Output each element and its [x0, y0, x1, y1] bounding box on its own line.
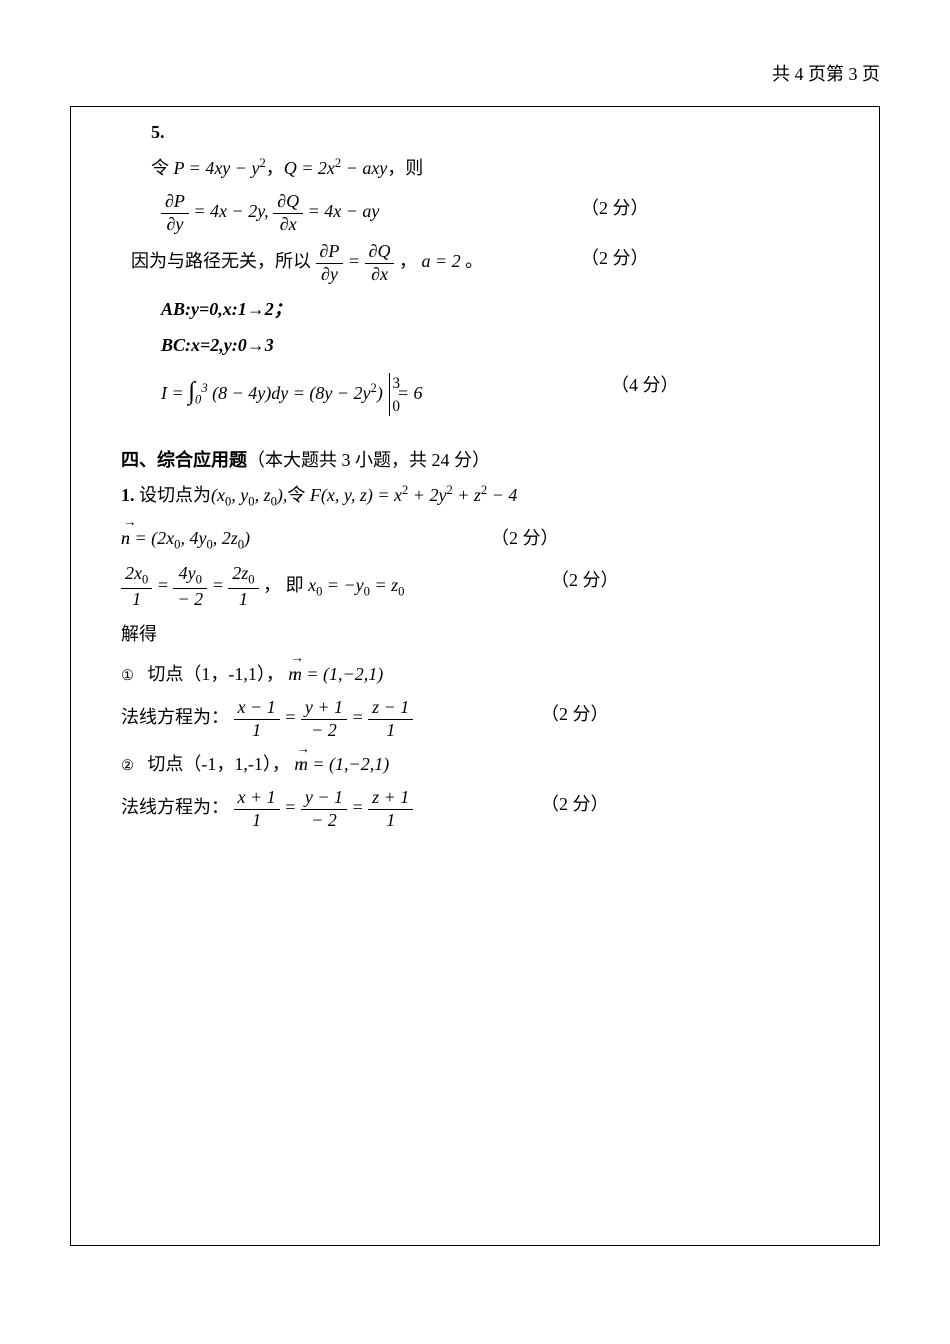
section-4-title: 四、综合应用题（本大题共 3 小题，共 24 分） [121, 446, 849, 472]
s4-case1: ① 切点（1，-1,1）， n n = (1,−2,1) [121, 657, 849, 691]
p5-path-BC: BC:x=2,y:0→3 [121, 328, 849, 362]
score-marker: （2 分） [491, 521, 559, 555]
page-number: 共 4 页第 3 页 [772, 64, 880, 84]
page-header: 共 4 页第 3 页 [70, 60, 880, 86]
s4-case2: ② 切点（-1，1,-1）， n n = (1,−2,1) [121, 747, 849, 781]
score-marker: （2 分） [551, 563, 619, 597]
p5-path-AB: AB:y=0,x:1→2； [121, 292, 849, 326]
s4-ratio-equation: 2x01 = 4y0− 2 = 2z01 ， 即 x0 = −y0 = z0 （… [121, 563, 849, 610]
p5-path-independence: 因为与路径无关，所以 ∂P∂y = ∂Q∂x ， a = 2 。 （2 分） [121, 241, 849, 285]
score-marker: （2 分） [541, 787, 609, 821]
score-marker: （2 分） [581, 241, 649, 275]
p5-line-definitions: 令 P = 4xy − y2，Q = 2x2 − axy，则 [121, 151, 849, 185]
s4-p1-setup: 1. 设切点为(x0, y0, z0),令 F(x, y, z) = x2 + … [121, 478, 849, 515]
p5-integral-result: I = ∫03 (8 − 4y)dy = (8y − 2y2) 30 = 6 （… [121, 368, 849, 416]
problem-5-number: 5. [121, 122, 849, 143]
score-marker: （2 分） [581, 191, 649, 225]
s4-normal-vector: nn = (2x0, 4y0, 2z0) （2 分） [121, 521, 849, 558]
s4-case2-normal-line: 法线方程为： x + 11 = y − 1− 2 = z + 11 （2 分） [121, 787, 849, 831]
s4-solve-label: 解得 [121, 617, 849, 651]
s4-case1-normal-line: 法线方程为： x − 11 = y + 1− 2 = z − 11 （2 分） [121, 697, 849, 741]
p5-partial-derivatives: ∂P∂y = 4x − 2y, ∂Q∂x = 4x − ay （2 分） [121, 191, 849, 235]
content-box: 5. 令 P = 4xy − y2，Q = 2x2 − axy，则 ∂P∂y =… [70, 106, 880, 1246]
score-marker: （2 分） [541, 697, 609, 731]
score-marker: （4 分） [611, 368, 679, 402]
